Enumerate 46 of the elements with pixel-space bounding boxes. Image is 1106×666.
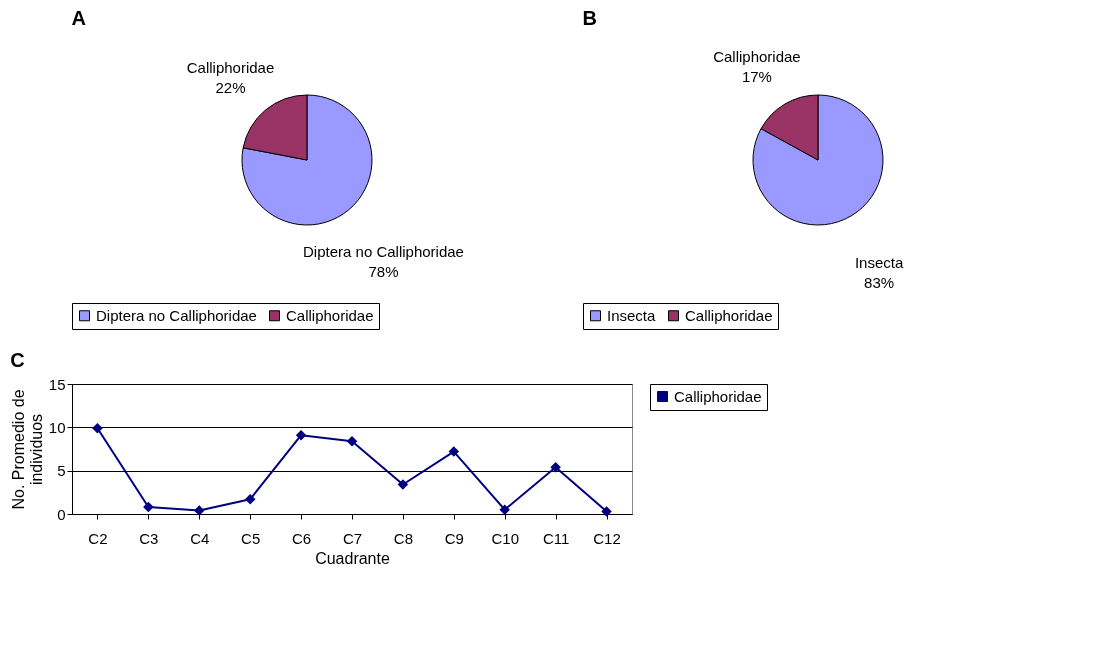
x-tick-label: C8	[393, 529, 413, 547]
slice-label: Calliphoridae	[186, 58, 275, 76]
x-tick-label: C10	[491, 529, 519, 547]
slice-label: Diptera no Calliphoridae	[303, 243, 464, 261]
legend-label: Insecta	[607, 306, 657, 324]
pie-slice	[241, 94, 373, 226]
x-tick-label: C2	[88, 529, 108, 547]
data-label: 83%	[864, 274, 895, 292]
x-tick-label: C12	[593, 529, 621, 547]
legend-label: Calliphoridae	[286, 306, 374, 324]
point	[143, 501, 154, 513]
y-tick-label: 0	[57, 505, 66, 523]
chart-title: B	[582, 7, 597, 29]
x-tick-label: C5	[241, 529, 261, 547]
point	[601, 506, 612, 517]
point	[448, 446, 460, 457]
legend-label: Calliphoridae	[685, 306, 773, 324]
point	[295, 429, 307, 441]
point	[244, 494, 256, 505]
y-tick-label: 5	[57, 462, 66, 480]
point	[92, 422, 103, 434]
point	[194, 505, 205, 516]
data-label: 17%	[741, 67, 772, 85]
pie-slice	[752, 94, 884, 226]
data-label: 22%	[215, 78, 246, 96]
chart-title: A	[71, 7, 86, 29]
point	[550, 461, 561, 473]
x-tick-label: C9	[444, 529, 464, 547]
x-tick-label: C3	[139, 529, 159, 547]
slice-label: Insecta	[854, 254, 904, 272]
x-tick-label: C7	[342, 529, 363, 547]
y-axis-title: No. Promedio de individuos	[9, 389, 45, 510]
point	[499, 504, 510, 515]
y-tick-label: 10	[48, 418, 66, 436]
legend-label: Diptera no Calliphoridae	[96, 306, 257, 324]
point	[346, 435, 358, 447]
data-label: 78%	[368, 263, 399, 281]
x-tick-label: C6	[292, 529, 312, 547]
y-tick-label: 15	[48, 375, 66, 393]
x-axis-title: Cuadrante	[315, 549, 390, 567]
x-tick-label: C11	[542, 529, 570, 547]
x-tick-label: C4	[190, 529, 210, 547]
point	[397, 479, 409, 490]
legend-label: Calliphoridae	[674, 387, 762, 405]
slice-label: Calliphoridae	[713, 47, 801, 65]
chart-title: C	[10, 349, 25, 371]
